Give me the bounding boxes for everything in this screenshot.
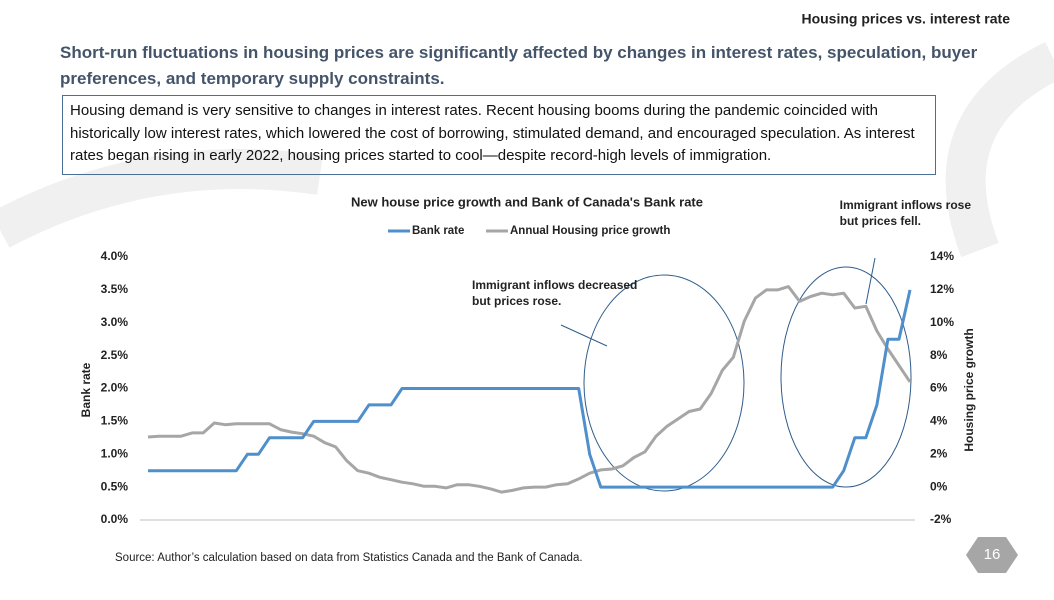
y-tick-label: 2.5% xyxy=(101,348,129,362)
highlight-ellipse xyxy=(583,274,745,492)
chart-title: New house price growth and Bank of Canad… xyxy=(351,194,703,209)
headline: Short-run fluctuations in housing prices… xyxy=(60,43,978,88)
y-tick-label: 2.0% xyxy=(101,381,129,395)
y-tick-label: 3.5% xyxy=(101,282,129,296)
y-tick-label: 1.0% xyxy=(101,446,129,460)
series-line xyxy=(148,289,912,489)
annotation: Immigrant inflows rose xyxy=(840,198,972,212)
y-tick-label: 0.0% xyxy=(101,512,129,526)
y2-tick-label: 14% xyxy=(930,249,954,263)
y2-tick-label: -2% xyxy=(930,512,952,526)
annotation: Immigrant inflows decreased xyxy=(472,278,637,292)
source: Source: Author’s calculation based on da… xyxy=(115,552,583,564)
y-axis-label: Bank rate xyxy=(79,362,93,417)
series-line xyxy=(147,285,912,494)
y2-axis-label: Housing price growth xyxy=(962,328,976,451)
y-tick-label: 0.5% xyxy=(101,479,129,493)
page-badge xyxy=(966,537,1018,573)
header-title: Housing prices vs. interest rate xyxy=(801,11,1010,27)
y-tick-label: 4.0% xyxy=(101,249,129,263)
annotation-arrow xyxy=(865,257,876,305)
summary-box: Housing demand is very sensitive to chan… xyxy=(62,95,936,175)
y2-tick-label: 6% xyxy=(930,381,948,395)
legend-label: Annual Housing price growth xyxy=(510,225,670,237)
y2-tick-label: 0% xyxy=(930,479,948,493)
y2-tick-label: 2% xyxy=(930,446,948,460)
annotation: but prices rose. xyxy=(472,294,561,308)
y2-tick-label: 8% xyxy=(930,348,948,362)
y2-tick-label: 4% xyxy=(930,414,948,428)
y-tick-label: 3.0% xyxy=(101,315,129,329)
y2-tick-label: 12% xyxy=(930,282,954,296)
y2-tick-label: 10% xyxy=(930,315,954,329)
annotation-arrow xyxy=(560,324,608,347)
legend-label: Bank rate xyxy=(412,225,464,237)
annotation: but prices fell. xyxy=(840,214,921,228)
background-decor xyxy=(0,42,1054,258)
highlight-ellipse xyxy=(780,266,912,488)
y-tick-label: 1.5% xyxy=(101,414,129,428)
page-number: 16 xyxy=(984,546,1001,563)
